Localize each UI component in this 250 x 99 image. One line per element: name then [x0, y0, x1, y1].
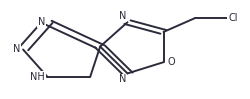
Text: O: O	[167, 57, 175, 67]
Text: N: N	[119, 11, 126, 21]
Text: NH: NH	[30, 72, 45, 82]
Text: N: N	[119, 74, 126, 84]
Text: Cl: Cl	[228, 13, 238, 23]
Text: N: N	[38, 17, 45, 27]
Text: N: N	[13, 44, 20, 55]
